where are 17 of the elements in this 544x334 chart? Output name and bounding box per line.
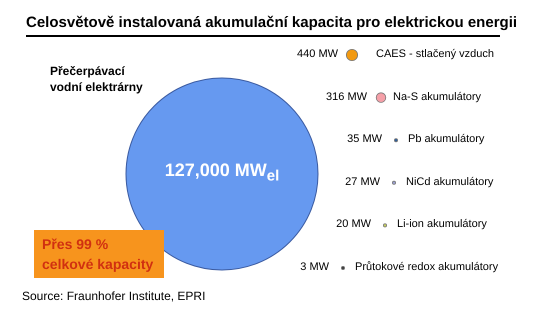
data-label: 127,000 MW$_{el}$ [164, 160, 280, 185]
data-label: 3 MW [300, 261, 329, 273]
source-note: Source: Fraunhofer Institute, EPRI [22, 289, 206, 303]
text: Celosvětově instalovaná akumulační kapacita pro elektrickou energii [26, 14, 518, 33]
data-label: 35 MW [347, 133, 382, 146]
category-label: CAES - stlačený vzduch [376, 48, 494, 60]
text: Přes 99 % celkové kapacity [34, 230, 164, 278]
category-label: Průtokové redox akumulátory [355, 261, 498, 273]
category-label: Přečerpávací vodní elektrárny [50, 63, 144, 95]
data-label: 27 MW [345, 176, 380, 188]
data-label: 440 MW [297, 48, 338, 60]
data-label: 316 MW [326, 90, 367, 103]
category-label: Na-S akumulátory [393, 90, 482, 103]
data-label: 20 MW [336, 218, 371, 230]
category-label: NiCd akumulátory [406, 176, 494, 188]
category-label: Pb akumulátory [408, 133, 484, 146]
category-label: Li-ion akumulátory [397, 218, 487, 230]
